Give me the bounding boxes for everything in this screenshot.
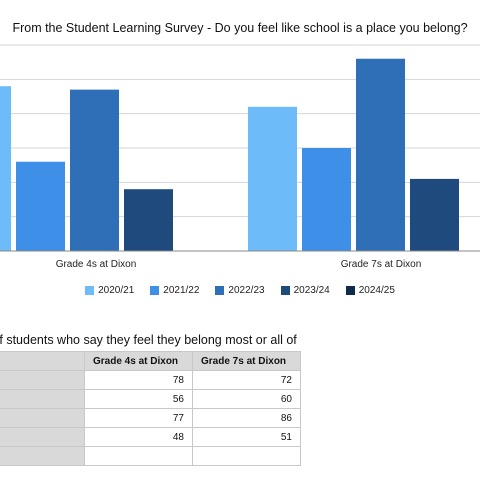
legend-swatch [85,286,95,295]
table-cell: 86 [192,408,301,428]
row-header-cell [0,389,85,409]
table-header-grade4: Grade 4s at Dixon [84,351,193,371]
table-cell: 51 [192,427,301,447]
bars [0,58,459,251]
row-header-cell [0,427,85,447]
x-tick-label: Grade 4s at Dixon [56,259,137,270]
table-header-grade7: Grade 7s at Dixon [192,351,301,371]
legend-item: 2020/21 [85,285,134,296]
table-cell: 56 [84,389,193,409]
chart-title: From the Student Learning Survey - Do yo… [12,21,468,35]
table-row: 48 51 [0,427,301,447]
table-cell: 60 [192,389,301,409]
table-cell: 48 [84,427,193,447]
bar-chart: Grade 4s at Dixon Grade 7s at Dixon [0,44,480,270]
row-header-cell [0,446,85,466]
data-table: Grade 4s at Dixon Grade 7s at Dixon 78 72… [0,351,301,466]
bar [0,86,11,251]
row-header-cell [0,370,85,390]
table-header-blank [0,351,85,371]
legend: 2020/21 2021/22 2022/23 2023/24 2024/25 [0,285,480,296]
bar [70,89,119,251]
legend-swatch [150,286,160,295]
legend-item: 2021/22 [150,285,199,296]
x-tick-label: Grade 7s at Dixon [341,259,422,270]
table-cell: 72 [192,370,301,390]
table-row: 77 86 [0,408,301,428]
legend-label: 2020/21 [98,285,135,296]
table-caption: e of students who say they feel they bel… [0,333,297,347]
table-cell: 77 [84,408,193,428]
row-header-cell [0,408,85,428]
bar [248,106,297,251]
legend-item: 2022/23 [215,285,265,296]
legend-swatch [280,286,290,295]
table-cell [192,446,301,466]
legend-item: 2024/25 [345,285,395,296]
table-row: 78 72 [0,370,301,390]
table-cell: 78 [84,370,193,390]
table-header-row: Grade 4s at Dixon Grade 7s at Dixon [0,351,301,371]
bar [356,58,405,251]
bar [302,148,351,251]
legend-swatch [345,286,355,295]
table-row [0,446,301,466]
legend-label: 2024/25 [358,285,395,296]
legend-label: 2022/23 [228,285,265,296]
bar [16,161,65,251]
bar [410,178,459,251]
table-row: 56 60 [0,389,301,409]
legend-swatch [215,286,225,295]
x-tick-labels: Grade 4s at Dixon Grade 7s at Dixon [56,259,422,270]
legend-item: 2023/24 [280,285,330,296]
bar [124,189,173,251]
legend-label: 2021/22 [163,285,200,296]
table-cell [84,446,193,466]
legend-label: 2023/24 [293,285,330,296]
